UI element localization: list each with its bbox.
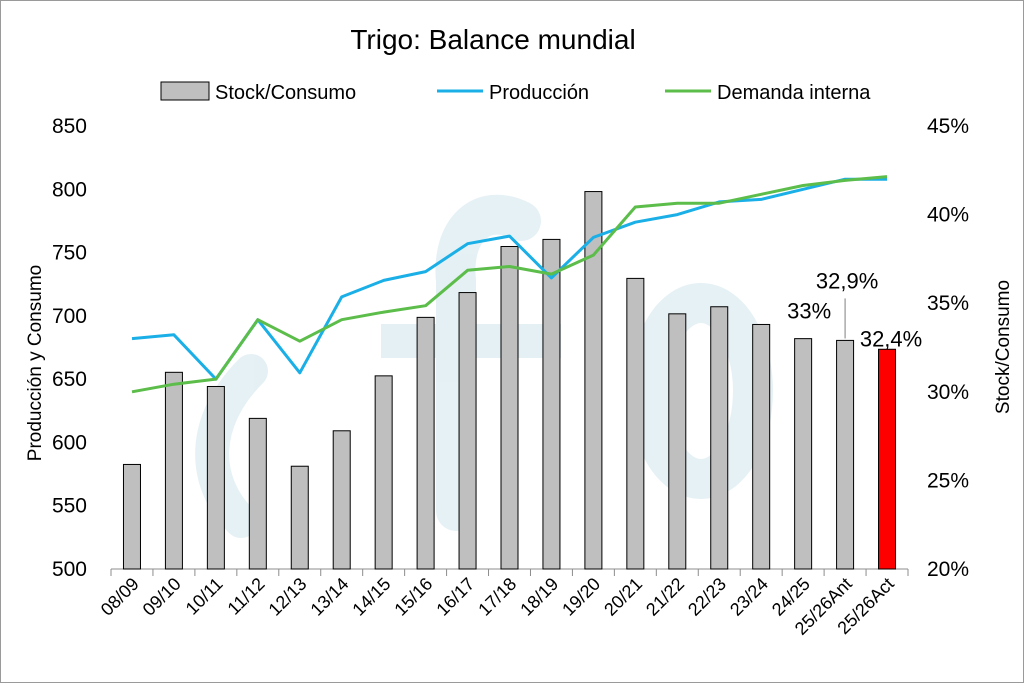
bar-23-24	[752, 323, 771, 570]
x-tick-label: 19/20	[558, 574, 604, 620]
x-tick-label: 22/23	[684, 574, 730, 620]
legend-label-produccion: Producción	[489, 82, 589, 104]
data-label-25-26ant: 32,9%	[816, 268, 878, 293]
x-tick-label: 08/09	[97, 574, 143, 620]
data-label-25-26act: 32,4%	[860, 326, 922, 351]
line-demanda-interna	[131, 175, 888, 394]
y-right-tick-label: 45%	[927, 115, 969, 138]
bar-11-12	[248, 417, 267, 570]
y-axis-right-title: Stock/Consumo	[993, 280, 1014, 414]
bar-10-11	[206, 385, 225, 570]
bar-19-20	[584, 191, 603, 570]
y-right-tick-label: 25%	[927, 469, 969, 492]
bar-13-14	[332, 430, 351, 570]
y-right-tick-label: 40%	[927, 204, 969, 227]
bar-17-18	[500, 245, 519, 570]
bar-25-26act	[878, 348, 897, 570]
x-tick-label: 10/11	[182, 574, 227, 619]
bar-24-25	[794, 338, 813, 570]
x-tick-label: 14/15	[348, 574, 394, 620]
y-right-tick-label: 20%	[927, 558, 969, 581]
x-tick-label: 17/18	[474, 574, 520, 620]
x-tick-label: 15/16	[390, 574, 436, 620]
legend-label-stock-consumo: Stock/Consumo	[215, 82, 356, 104]
y-left-tick-label: 600	[52, 431, 87, 454]
bar-14-15	[374, 375, 393, 570]
x-tick-label: 16/17	[432, 574, 478, 620]
x-tick-label: 21/22	[642, 574, 688, 620]
x-tick-label: 12/13	[265, 574, 311, 620]
x-tick-label: 20/21	[600, 574, 646, 620]
plot-area: 500 550 600 650 700 750 800 850 20% 25% 30% 35% 40% 4…	[52, 115, 969, 639]
y-left-tick-label: 650	[52, 368, 87, 391]
legend-swatch-stock-consumo	[160, 81, 210, 101]
bar-18-19	[542, 238, 561, 570]
bar-25-26ant	[836, 339, 855, 570]
y-left-tick-label: 700	[52, 305, 87, 328]
y-left-tick-label: 800	[52, 178, 87, 201]
y-left-tick-label: 750	[52, 242, 87, 265]
bar-08-09	[122, 463, 141, 570]
legend-label-demanda-interna: Demanda interna	[717, 82, 871, 104]
y-axis-left-title: Producción y Consumo	[25, 265, 46, 461]
legend: Stock/Consumo Producción Demanda interna	[160, 81, 871, 104]
bar-15-16	[416, 316, 435, 570]
bar-09-10	[164, 371, 183, 570]
bar-12-13	[290, 465, 309, 570]
x-tick-label: 09/10	[139, 574, 185, 620]
bar-21-22	[668, 313, 687, 570]
bar-16-17	[458, 292, 477, 570]
y-left-tick-label: 500	[52, 558, 87, 581]
chart-title: Trigo: Balance mundial	[350, 24, 635, 55]
x-tick-label: 23/24	[726, 574, 772, 620]
y-left-tick-label: 550	[52, 495, 87, 518]
x-tick-label: 11/12	[224, 574, 269, 619]
bar-20-21	[626, 277, 645, 570]
data-label-24-25: 33%	[787, 299, 831, 324]
y-left-tick-label: 850	[52, 115, 87, 138]
y-right-tick-label: 35%	[927, 292, 969, 315]
bar-22-23	[710, 306, 729, 570]
y-right-tick-label: 30%	[927, 381, 969, 404]
x-tick-label: 13/14	[307, 574, 353, 620]
x-tick-label: 18/19	[516, 574, 562, 620]
